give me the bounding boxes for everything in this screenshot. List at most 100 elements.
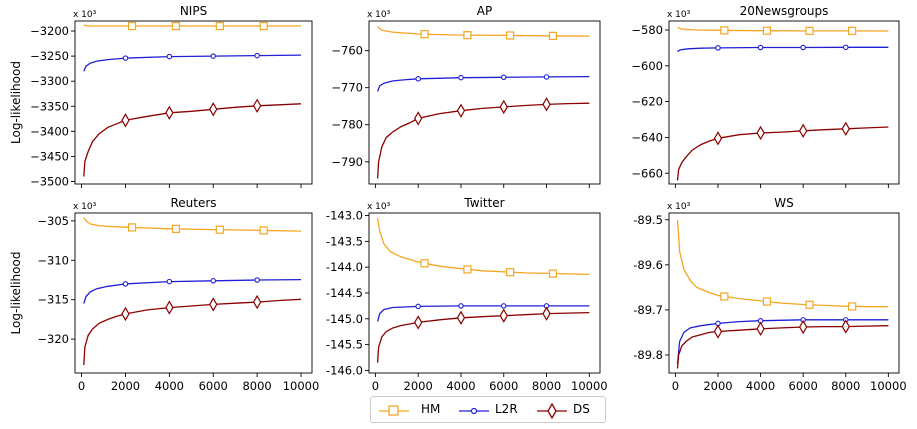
marker-hm bbox=[548, 269, 558, 278]
legend-label-ds: DS bbox=[573, 402, 590, 416]
marker-l2r bbox=[210, 53, 217, 59]
marker-l2r bbox=[122, 55, 129, 61]
y-tick-label: −315 bbox=[37, 293, 69, 307]
series-line-l2r bbox=[677, 46, 889, 53]
marker-ds bbox=[798, 123, 808, 138]
marker-hm bbox=[548, 31, 558, 40]
marker-l2r bbox=[458, 74, 464, 81]
marker-ds bbox=[121, 306, 130, 322]
legend-item-l2r: L2R bbox=[457, 397, 537, 424]
marker-hm bbox=[506, 268, 515, 277]
marker-l2r bbox=[843, 44, 849, 51]
y-tick-label: -89.7 bbox=[633, 303, 663, 317]
series-line-ds bbox=[83, 298, 302, 366]
x-tick-label: 8000 bbox=[242, 379, 271, 393]
marker-hm bbox=[420, 259, 429, 268]
x-tick-label: 4000 bbox=[746, 379, 775, 393]
y-tick-label: −580 bbox=[631, 23, 663, 37]
y-tick-label: -143.5 bbox=[326, 234, 363, 248]
marker-hm bbox=[805, 300, 814, 309]
marker-ds bbox=[209, 102, 218, 117]
marker-hm bbox=[762, 26, 772, 35]
x-tick-label: 0 bbox=[672, 379, 679, 393]
marker-l2r bbox=[210, 278, 217, 284]
series-line-hm bbox=[377, 26, 590, 37]
marker-hm bbox=[259, 226, 268, 235]
marker-ds bbox=[413, 111, 423, 126]
marker-hm bbox=[463, 31, 472, 40]
x-tick-label: 10000 bbox=[283, 379, 320, 393]
marker-ds bbox=[713, 324, 723, 339]
exponent-label: x 10³ bbox=[367, 10, 391, 20]
series-line-l2r bbox=[83, 278, 302, 304]
marker-l2r bbox=[800, 44, 806, 51]
series-line-hm bbox=[376, 218, 590, 276]
x-tick-label: 6000 bbox=[789, 379, 818, 393]
marker-l2r bbox=[254, 277, 260, 283]
panel-ws: WS x 10³ -89.5 -89.6 -89.7 -89.8 0 2000 4000 6000… bbox=[633, 196, 906, 393]
marker-hm bbox=[720, 26, 729, 35]
series-line-ds bbox=[676, 126, 889, 181]
marker-ds bbox=[841, 121, 850, 137]
marker-ds bbox=[713, 131, 723, 146]
legend-swatch-l2r bbox=[459, 407, 489, 415]
legend-item-ds: DS bbox=[535, 397, 605, 424]
plot-frame bbox=[368, 212, 601, 374]
exponent-label: x 10³ bbox=[73, 10, 97, 20]
y-axis-label: Log-likelihood bbox=[9, 252, 23, 335]
y-tick-label: −790 bbox=[331, 155, 363, 169]
marker-ds bbox=[841, 319, 850, 334]
marker-ds bbox=[499, 308, 508, 323]
marker-ds bbox=[121, 113, 130, 128]
marker-hm bbox=[805, 26, 814, 35]
series-line-ds bbox=[83, 103, 302, 177]
series-line-l2r bbox=[376, 305, 590, 322]
x-tick-label: 2000 bbox=[703, 379, 732, 393]
marker-ds bbox=[542, 306, 551, 321]
y-tick-label: −320 bbox=[37, 332, 69, 346]
legend: HM L2R DS bbox=[370, 396, 606, 423]
series-line-l2r bbox=[83, 54, 302, 72]
marker-l2r bbox=[166, 53, 173, 60]
y-tick-label: −3450 bbox=[30, 149, 69, 163]
y-tick-label: −780 bbox=[331, 118, 363, 132]
plot-frame bbox=[368, 20, 601, 185]
series-line-ds bbox=[676, 325, 889, 369]
marker-hm bbox=[420, 30, 429, 39]
y-tick-label: −3350 bbox=[30, 99, 69, 113]
marker-hm bbox=[848, 302, 857, 311]
marker-l2r bbox=[122, 281, 129, 287]
plot-frame bbox=[668, 212, 900, 374]
legend-swatch-ds bbox=[537, 402, 567, 420]
marker-l2r bbox=[415, 76, 421, 82]
y-tick-label: -144.0 bbox=[326, 260, 363, 274]
marker-ds bbox=[456, 103, 466, 118]
y-tick-label: −3500 bbox=[30, 174, 69, 188]
panel-title: Twitter bbox=[463, 196, 504, 210]
marker-l2r bbox=[415, 303, 421, 310]
x-tick-label: 4000 bbox=[446, 379, 475, 393]
x-tick-label: 0 bbox=[372, 379, 379, 393]
marker-ds bbox=[165, 300, 174, 315]
marker-l2r bbox=[500, 303, 507, 309]
x-tick-label: 2000 bbox=[404, 379, 433, 393]
marker-hm bbox=[720, 292, 729, 301]
y-tick-label: −600 bbox=[631, 59, 663, 73]
y-tick-label: −760 bbox=[331, 44, 363, 58]
series-line-hm bbox=[83, 24, 301, 27]
marker-l2r bbox=[757, 44, 764, 51]
panel-title: WS bbox=[774, 196, 793, 210]
marker-hm bbox=[762, 297, 772, 306]
series-line-hm bbox=[676, 219, 889, 308]
panel-twitter: Twitter x 10³ -143.0 -143.5 -144.0 -144.5 -145… bbox=[326, 196, 608, 393]
x-tick-label: 8000 bbox=[831, 379, 860, 393]
marker-l2r bbox=[166, 278, 173, 285]
marker-l2r bbox=[254, 52, 260, 59]
x-tick-label: 2000 bbox=[111, 379, 140, 393]
marker-ds bbox=[499, 99, 508, 115]
series-line-hm bbox=[83, 217, 302, 232]
y-tick-label: −620 bbox=[631, 95, 663, 109]
y-tick-label: −770 bbox=[331, 81, 363, 95]
y-tick-label: -89.6 bbox=[633, 258, 663, 272]
